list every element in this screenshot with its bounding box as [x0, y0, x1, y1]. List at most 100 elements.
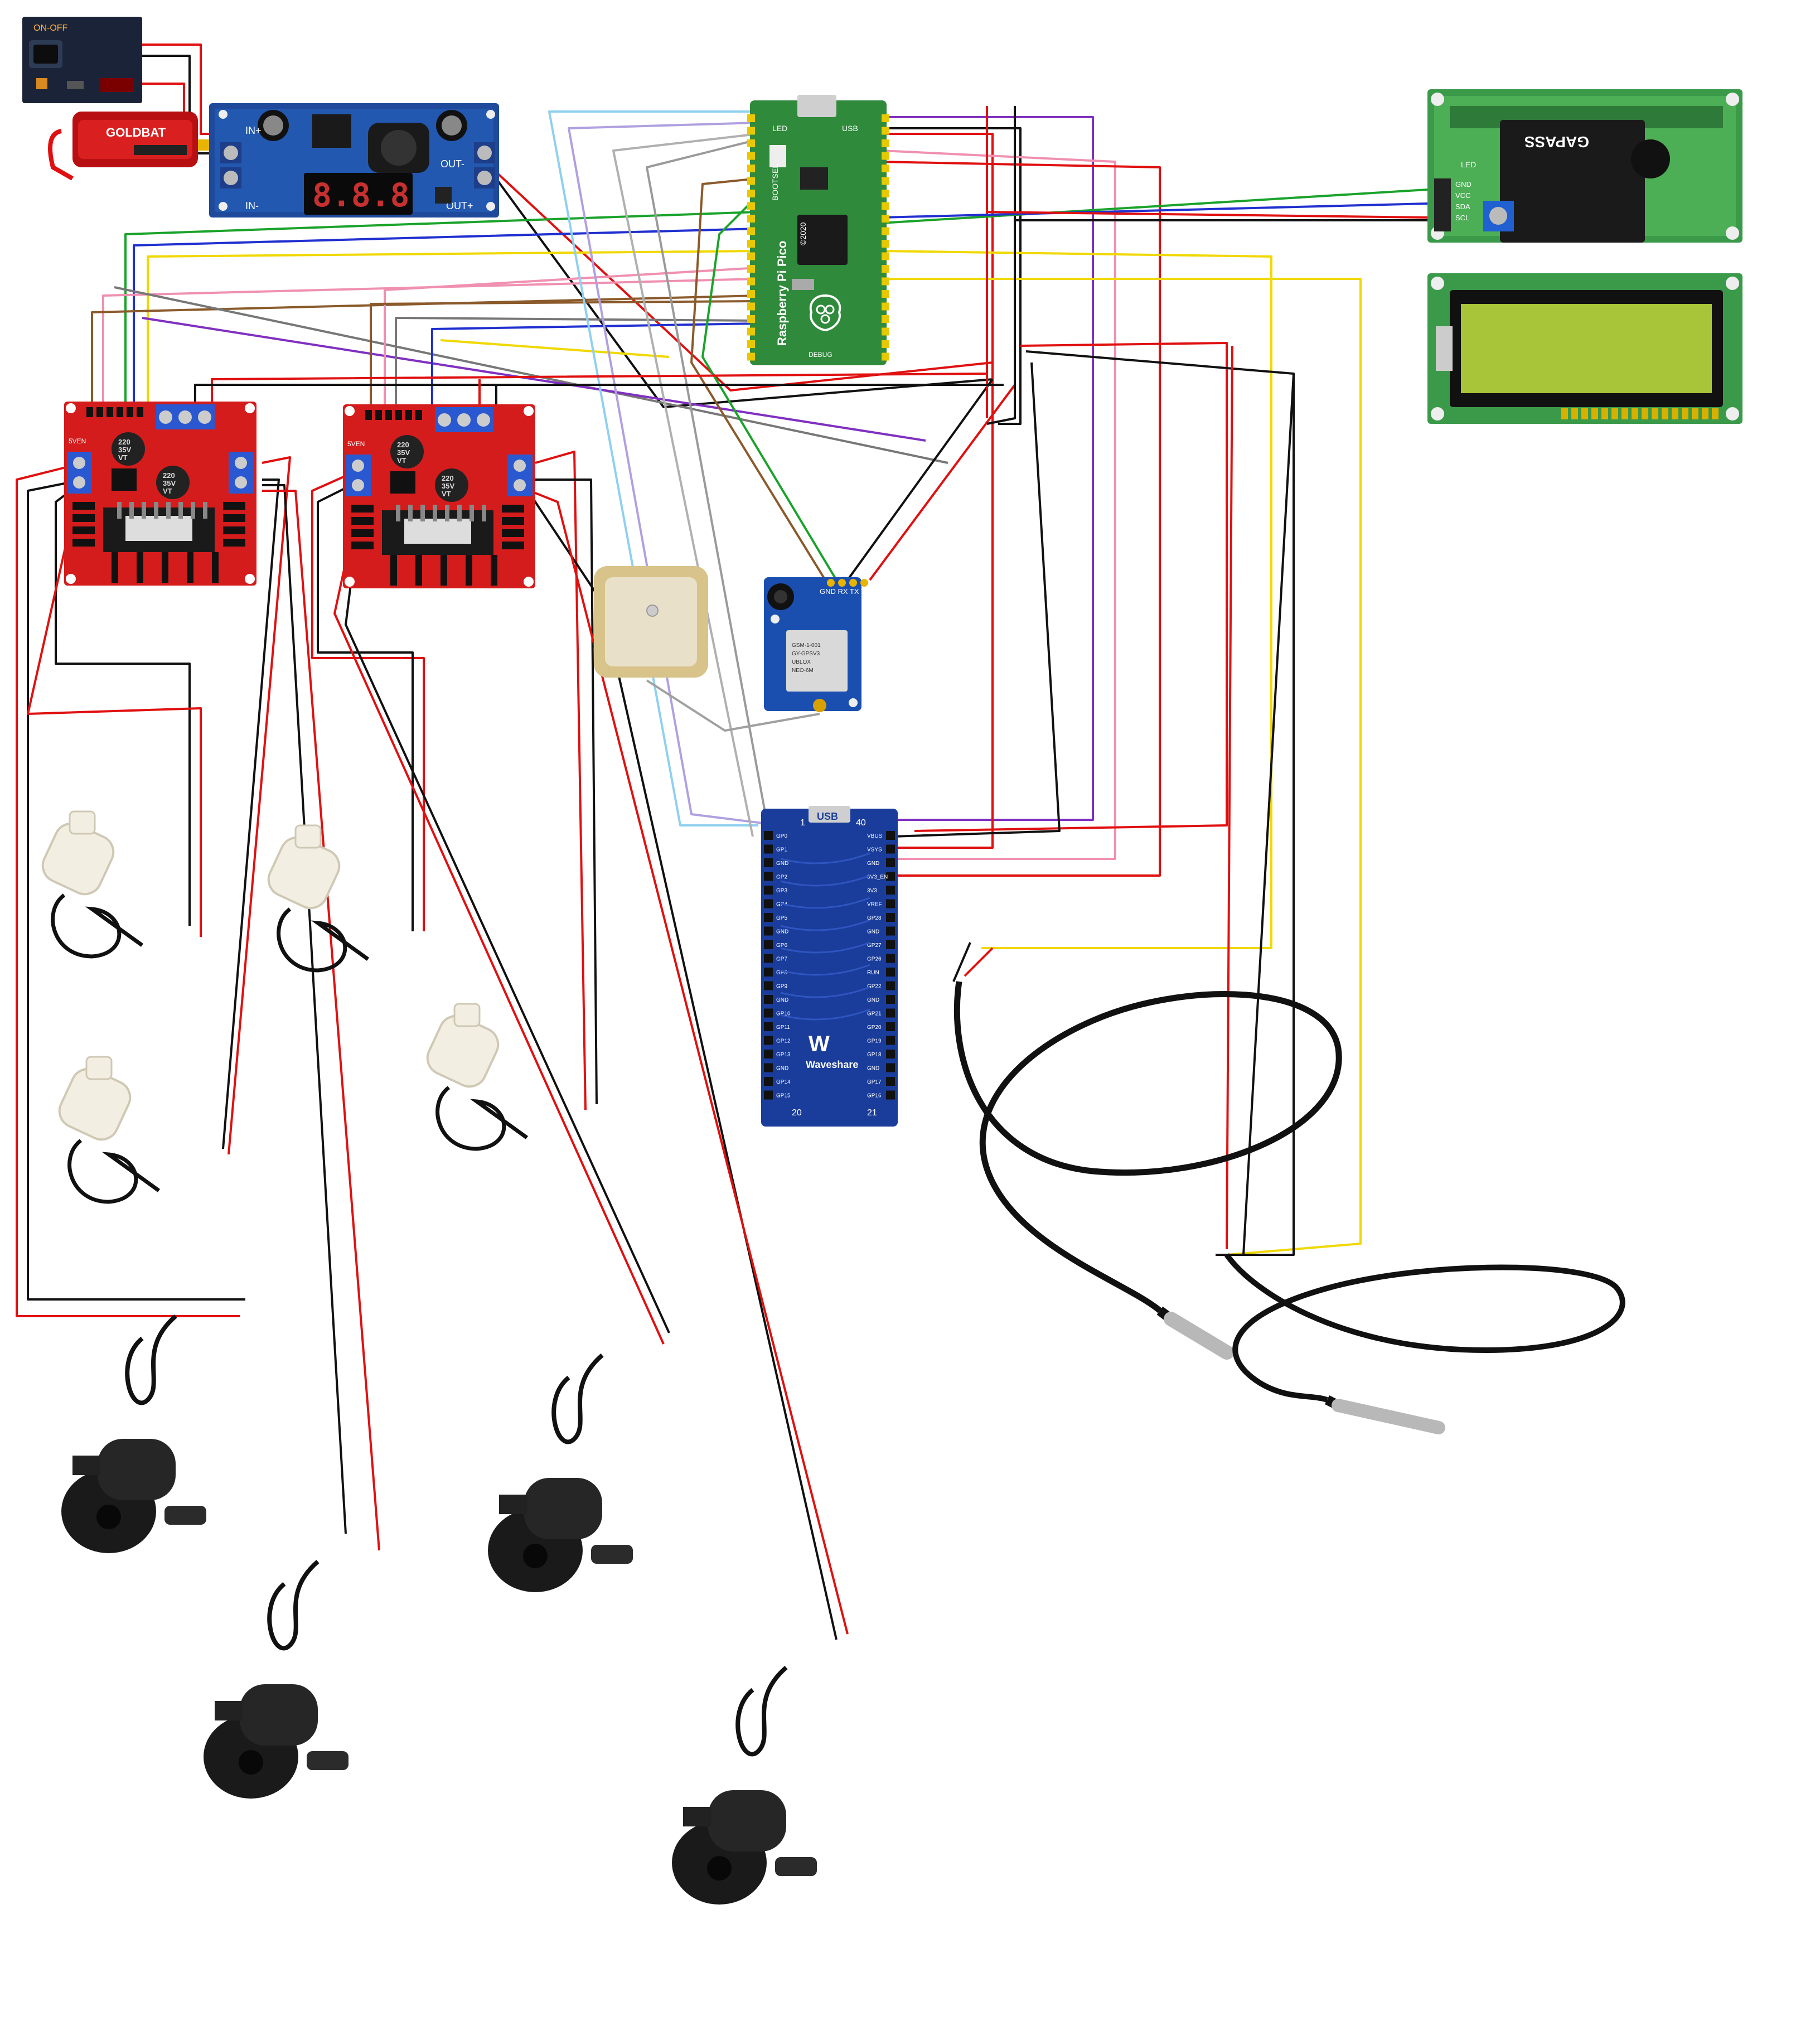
breakout-pin: [764, 1063, 773, 1072]
pico-pin: [882, 202, 889, 210]
header-pin: [127, 407, 133, 417]
gps-module: GSM-1-001 GY-GPSV3 UBLOX NEO-6M GND RX T…: [764, 577, 877, 712]
buck-in-plus: IN+: [245, 125, 262, 136]
wire-bus-black-3: [892, 362, 1061, 838]
pump-cable: [735, 1665, 788, 1757]
pump-cable: [551, 1353, 604, 1444]
breakout-pin-label-right: GP19: [867, 1038, 882, 1045]
heatsink-fin: [137, 552, 143, 583]
breakout-pin-label-right: GP18: [867, 1052, 882, 1058]
lcd-pin-label: GND: [1455, 180, 1472, 188]
waveshare-logo-icon: W: [809, 1032, 830, 1056]
heatsink-fin: [162, 552, 168, 583]
pico-pin: [747, 139, 755, 147]
pico-pin: [882, 277, 889, 286]
wire-battery-black: [134, 55, 223, 154]
wire-d1-pwr-black: [194, 384, 1004, 407]
breakout-pin: [764, 913, 773, 922]
gps-patch-antenna: [594, 566, 708, 678]
pico-pin: [747, 315, 755, 323]
wire-brown-2: [370, 300, 759, 407]
breakout-pin-label-left: GP9: [776, 984, 787, 990]
chip-leg: [457, 505, 462, 521]
terminal-screw: [514, 479, 526, 491]
breakout-trace: [780, 986, 870, 998]
lcd-header-pin: [1581, 408, 1588, 419]
pump-cable: [125, 1314, 177, 1405]
breakout-pin: [764, 1050, 773, 1058]
breakout-trace: [780, 941, 870, 954]
terminal-screw: [235, 457, 247, 469]
breakout-pin: [764, 968, 773, 977]
diode: [502, 542, 524, 549]
capacitor-label: 35V: [442, 482, 454, 490]
heatsink-fin: [415, 555, 422, 586]
mount-hole: [345, 577, 355, 587]
breakout-pin: [764, 844, 773, 854]
temperature-probe-2: [1224, 1253, 1625, 1434]
capacitor-label: VT: [163, 487, 172, 495]
breakout-pin: [764, 1008, 773, 1018]
header-pin: [395, 410, 402, 420]
lcd-header-pin: [1692, 408, 1698, 419]
breakout-pin: [764, 940, 773, 949]
wire-d1-out-black-d: [262, 484, 347, 1534]
breakout-pin: [764, 858, 773, 867]
capacitor-label: VT: [442, 490, 451, 498]
pico-pin: [747, 240, 755, 248]
breakout-pin-label-right: GP22: [867, 984, 882, 990]
breakout-pin-label-left: GND: [776, 929, 788, 935]
pico-pin: [882, 340, 889, 348]
mount-hole: [66, 574, 76, 584]
pump-nozzle: [453, 1003, 481, 1027]
raspberry-pi-pico: LED USB BOOTSEL Raspberry Pi Pico ©2020 …: [747, 95, 889, 365]
wire-pico-yellow-b: [881, 278, 1362, 1256]
heatsink-fin: [491, 555, 497, 586]
breakout-pin-label-left: GP14: [776, 1079, 791, 1085]
lcd-header-pin: [1642, 408, 1648, 419]
breakout-pin: [886, 1022, 895, 1031]
header-pin: [375, 410, 382, 420]
diode: [72, 514, 95, 522]
breakout-pin-label-right: GP16: [867, 1093, 882, 1099]
breakout-pin: [886, 954, 895, 963]
breakout-pin-label-left: GND: [776, 1066, 788, 1072]
pico-pin: [747, 152, 755, 160]
breakout-pin: [764, 1022, 773, 1031]
breakout-pin-label-right: GP20: [867, 1024, 882, 1031]
breakout-pin: [764, 886, 773, 895]
breakout-pin: [886, 831, 895, 840]
lcd-header-pin: [1632, 408, 1638, 419]
breakout-trace: [780, 852, 870, 864]
breakout-pin: [886, 886, 895, 895]
pump-nozzle: [85, 1056, 113, 1080]
breakout-pin: [764, 872, 773, 881]
battery-brand: GOLDBAT: [106, 125, 166, 139]
terminal-screw: [438, 413, 451, 427]
pico-pin: [882, 252, 889, 260]
diode: [223, 514, 245, 522]
pump-outlet: [164, 1506, 206, 1525]
lcd-display-module: [1427, 273, 1742, 424]
breakout-pin-label-right: GP21: [867, 1011, 882, 1017]
capacitor-label: 35V: [397, 448, 410, 457]
pico-pin: [882, 139, 889, 147]
wire-pico-brown-gps: [690, 177, 826, 581]
wire-sensor2-black: [1242, 373, 1295, 1255]
breakout-pin-label-right: GND: [867, 861, 879, 867]
header-pin: [107, 407, 113, 417]
terminal-screw: [235, 476, 247, 489]
pico-pin: [747, 352, 755, 361]
wire-violet-1: [142, 317, 926, 442]
pico-pin: [747, 165, 755, 172]
breakout-pin: [886, 872, 895, 881]
capacitor-label: 220: [397, 441, 409, 449]
breakout-pin: [886, 1090, 895, 1100]
terminal-screw: [178, 410, 192, 424]
mount-hole: [345, 406, 355, 416]
pump-inlet: [707, 1856, 732, 1881]
terminal-screw: [477, 413, 490, 427]
diode: [502, 505, 524, 513]
capacitor: [112, 432, 145, 466]
